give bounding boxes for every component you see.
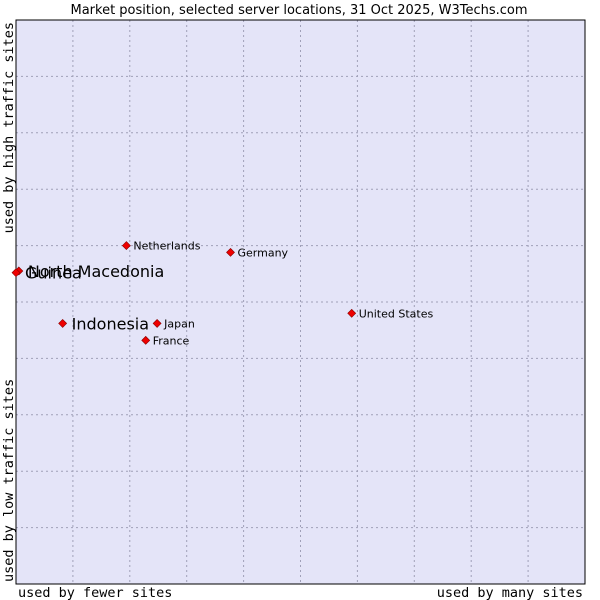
y-axis-label-bottom: used by low traffic sites xyxy=(1,379,17,582)
point-label: Germany xyxy=(238,246,289,259)
y-axis-label-top: used by high traffic sites xyxy=(1,22,17,233)
point-label: Japan xyxy=(163,317,195,330)
x-axis-label-left: used by fewer sites xyxy=(18,585,172,600)
plot-border xyxy=(15,19,586,585)
point-guinea: Guinea xyxy=(11,264,82,283)
point-france: France xyxy=(141,334,190,347)
point-marker xyxy=(226,247,235,257)
point-label: United States xyxy=(359,307,434,320)
point-marker xyxy=(141,335,151,345)
point-label: France xyxy=(153,334,190,347)
point-label: Netherlands xyxy=(133,240,200,253)
point-label: Indonesia xyxy=(72,314,149,333)
point-marker xyxy=(152,319,162,328)
point-marker xyxy=(347,308,357,318)
grid-lines xyxy=(16,20,585,584)
point-marker xyxy=(58,319,68,328)
x-axis-label-right: used by many sites xyxy=(437,585,583,600)
point-united-states: United States xyxy=(347,307,434,320)
point-germany: Germany xyxy=(226,246,289,259)
point-label: Guinea xyxy=(25,264,82,283)
point-marker xyxy=(121,241,131,251)
point-netherlands: Netherlands xyxy=(121,240,201,253)
point-indonesia: Indonesia xyxy=(58,314,149,333)
point-japan: Japan xyxy=(152,317,195,330)
chart-title: Market position, selected server locatio… xyxy=(70,3,527,18)
point-marker xyxy=(11,268,21,278)
point-label: North Macedonia xyxy=(28,262,164,281)
point-north-macedonia: North Macedonia xyxy=(14,262,164,281)
